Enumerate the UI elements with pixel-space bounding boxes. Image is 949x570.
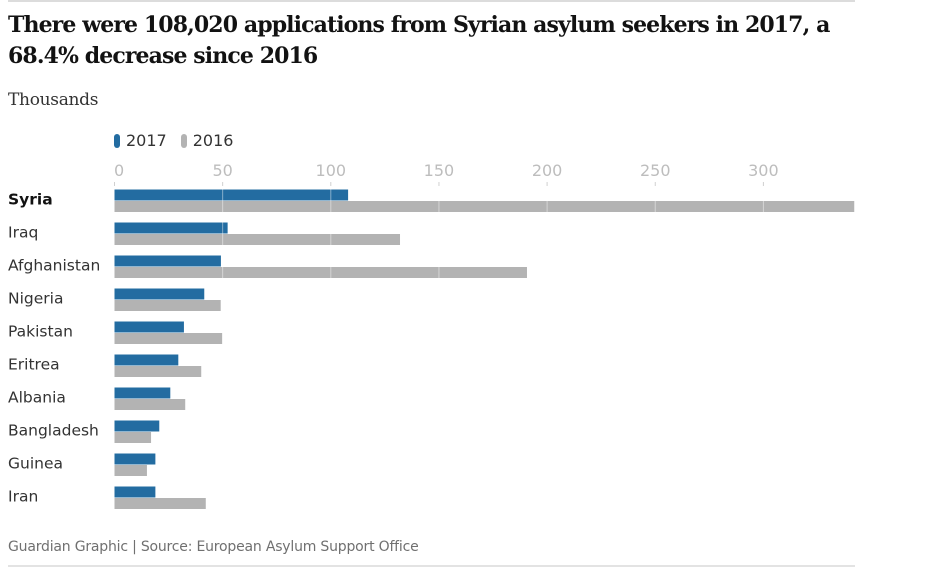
legend-swatch-2016: [180, 133, 187, 148]
bar-2016-afghanistan: [114, 267, 527, 278]
bar-2016-pakistan: [114, 333, 223, 344]
category-label: Syria: [8, 191, 53, 209]
bar-2016-eritrea: [114, 366, 202, 377]
category-label: Guinea: [8, 455, 63, 473]
x-tick-label: 200: [532, 161, 563, 180]
bar-2016-iran: [114, 498, 206, 509]
x-tick-label: 300: [748, 161, 779, 180]
bar-2017-iran: [114, 486, 156, 498]
bar-chart: 0 50 100 150 200 250 300 Syria Iraq Afghanistan Ni…: [8, 161, 855, 512]
category-label: Nigeria: [8, 290, 63, 308]
bar-2017-eritrea: [114, 354, 179, 366]
bar-2017-albania: [114, 387, 171, 399]
bar-2016-nigeria: [114, 300, 221, 311]
category-label: Pakistan: [8, 323, 73, 341]
bar-2016-syria: [114, 201, 855, 212]
legend: 2017 2016: [114, 131, 247, 150]
x-tick-label: 150: [424, 161, 455, 180]
bar-2016-guinea: [114, 465, 147, 476]
chart-title: There were 108,020 applications from Syr…: [8, 12, 830, 69]
x-tick-label: 100: [316, 161, 347, 180]
bar-2017-afghanistan: [114, 255, 221, 267]
legend-swatch-2017: [114, 133, 120, 148]
bar-2017-nigeria: [114, 288, 205, 300]
legend-item-2017: 2017: [114, 131, 167, 150]
source-footer: Guardian Graphic | Source: European Asyl…: [8, 539, 419, 555]
category-label: Afghanistan: [8, 257, 100, 275]
bar-2016-bangladesh: [114, 432, 152, 443]
category-label: Eritrea: [8, 356, 60, 374]
bar-2016-iraq: [114, 234, 401, 245]
category-label: Bangladesh: [8, 422, 99, 440]
legend-item-2016: 2016: [180, 131, 234, 150]
bar-2017-pakistan: [114, 321, 184, 333]
bar-2016-albania: [114, 399, 186, 410]
legend-label-2017: 2017: [126, 131, 167, 150]
x-tick-label: 0: [114, 161, 124, 180]
top-rule: [8, 0, 855, 2]
bar-2017-syria: [114, 189, 349, 201]
bar-2017-guinea: [114, 453, 156, 465]
x-tick-label: 250: [640, 161, 671, 180]
category-label: Albania: [8, 389, 66, 407]
category-label: Iran: [8, 488, 38, 506]
bar-2017-iraq: [114, 222, 228, 234]
legend-label-2016: 2016: [192, 131, 234, 150]
x-tick-label: 50: [212, 161, 232, 180]
bar-2017-bangladesh: [114, 420, 160, 432]
category-label: Iraq: [8, 224, 38, 242]
chart-subtitle: Thousands: [8, 90, 99, 110]
bottom-rule: [8, 565, 855, 567]
